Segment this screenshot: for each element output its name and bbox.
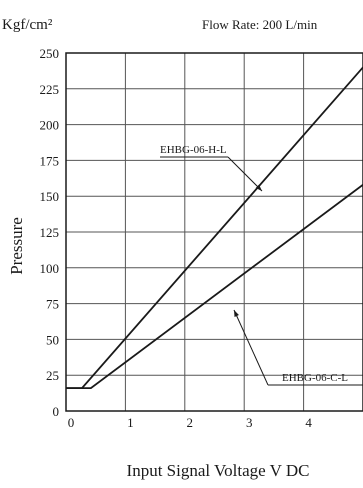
y-tick-label: 250 — [40, 46, 60, 61]
y-tick-label: 225 — [40, 82, 60, 97]
tick-labels: 0 25 50 75 100 125 150 175 200 225 250 0 1 2 3 4 — [40, 46, 313, 430]
series-annotation-label: EHBG-06-C-L — [282, 372, 348, 384]
y-tick-label: 25 — [46, 368, 59, 383]
series-lines — [66, 66, 363, 390]
unit-label: Kgf/cm² — [2, 17, 53, 33]
y-tick-label: 50 — [46, 332, 59, 347]
annotation-arrowhead — [255, 184, 262, 191]
series-line-2 — [66, 183, 363, 390]
y-tick-label: 150 — [40, 189, 60, 204]
annotation-leader — [233, 309, 269, 386]
series-line-1 — [66, 66, 363, 390]
annotation-leader — [227, 156, 263, 192]
x-tick-label: 1 — [127, 415, 134, 430]
grid — [65, 52, 363, 412]
y-tick-label: 200 — [40, 118, 60, 133]
y-tick-label: 75 — [46, 297, 59, 312]
annotation-arrowhead — [234, 310, 239, 317]
x-tick-label: 4 — [305, 415, 312, 430]
y-tick-label: 0 — [53, 404, 60, 419]
y-tick-label: 175 — [40, 153, 60, 168]
x-tick-label: 2 — [187, 415, 194, 430]
plot-frame — [65, 52, 363, 412]
y-tick-label: 100 — [40, 261, 60, 276]
x-tick-label: 0 — [68, 415, 75, 430]
y-axis-label: Pressure — [7, 217, 26, 275]
y-tick-label: 125 — [40, 225, 60, 240]
x-tick-label: 3 — [246, 415, 253, 430]
x-axis-label: Input Signal Voltage V DC — [127, 461, 310, 480]
chart-subtitle: Flow Rate: 200 L/min — [202, 17, 318, 32]
annotations: EHBG-06-H-L EHBG-06-C-L — [160, 144, 363, 386]
series-annotation-label: EHBG-06-H-L — [160, 144, 227, 156]
